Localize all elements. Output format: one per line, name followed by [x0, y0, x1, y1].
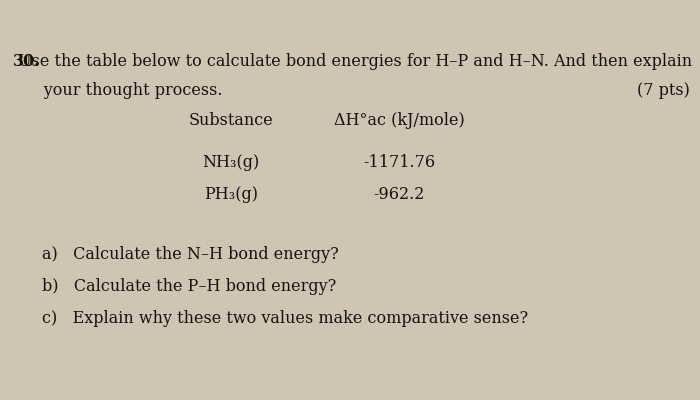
Text: Use the table below to calculate bond energies for H–P and H–N. And then explain: Use the table below to calculate bond en…: [13, 53, 692, 70]
Text: PH₃(g): PH₃(g): [204, 186, 258, 203]
Text: -962.2: -962.2: [373, 186, 425, 203]
Text: c)   Explain why these two values make comparative sense?: c) Explain why these two values make com…: [42, 310, 528, 327]
Text: -1171.76: -1171.76: [363, 154, 435, 171]
Text: NH₃(g): NH₃(g): [202, 154, 260, 171]
Text: ΔH°ac (kJ/mole): ΔH°ac (kJ/mole): [334, 112, 464, 129]
Text: b)   Calculate the P–H bond energy?: b) Calculate the P–H bond energy?: [42, 278, 336, 295]
Text: your thought process.: your thought process.: [13, 82, 222, 99]
Text: (7 pts): (7 pts): [636, 82, 690, 99]
Text: a)   Calculate the N–H bond energy?: a) Calculate the N–H bond energy?: [42, 246, 339, 263]
Text: 30.: 30.: [13, 53, 40, 70]
Text: Substance: Substance: [188, 112, 274, 129]
